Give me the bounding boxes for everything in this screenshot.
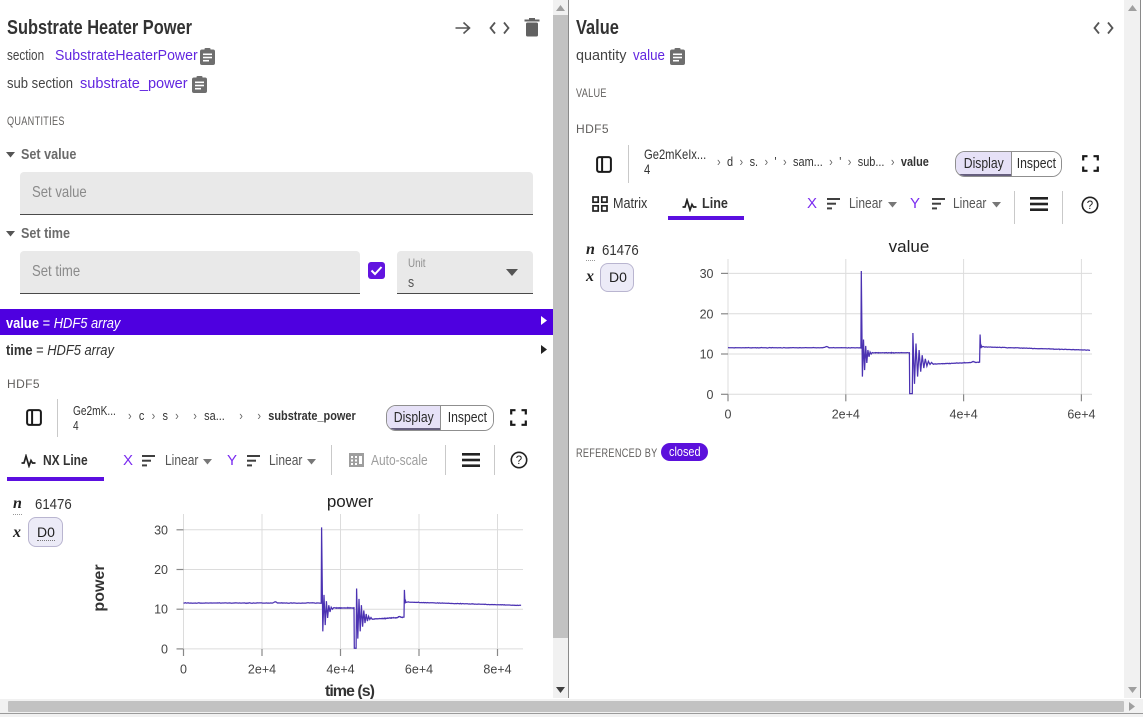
svg-text:4e+4: 4e+4 [326,663,354,677]
svg-text:4e+4: 4e+4 [950,408,978,422]
svg-text:30: 30 [154,523,168,537]
svg-text:0: 0 [180,663,187,677]
svg-text:30: 30 [700,267,714,281]
svg-text:time (s): time (s) [325,683,375,700]
svg-text:10: 10 [154,603,168,617]
svg-text:?: ? [1087,200,1093,212]
svg-text:2e+4: 2e+4 [832,408,860,422]
svg-text:6e+4: 6e+4 [405,663,433,677]
svg-text:0: 0 [707,388,714,402]
svg-text:value: value [889,237,930,256]
svg-text:0: 0 [161,642,168,656]
svg-text:0: 0 [725,408,732,422]
svg-text:6e+4: 6e+4 [1067,408,1095,422]
svg-text:8e+4: 8e+4 [483,663,511,677]
svg-text:power: power [327,492,374,511]
svg-text:?: ? [516,455,522,467]
svg-text:10: 10 [700,348,714,362]
svg-text:power: power [91,564,108,611]
svg-text:20: 20 [154,563,168,577]
svg-text:2e+4: 2e+4 [248,663,276,677]
svg-text:20: 20 [700,307,714,321]
